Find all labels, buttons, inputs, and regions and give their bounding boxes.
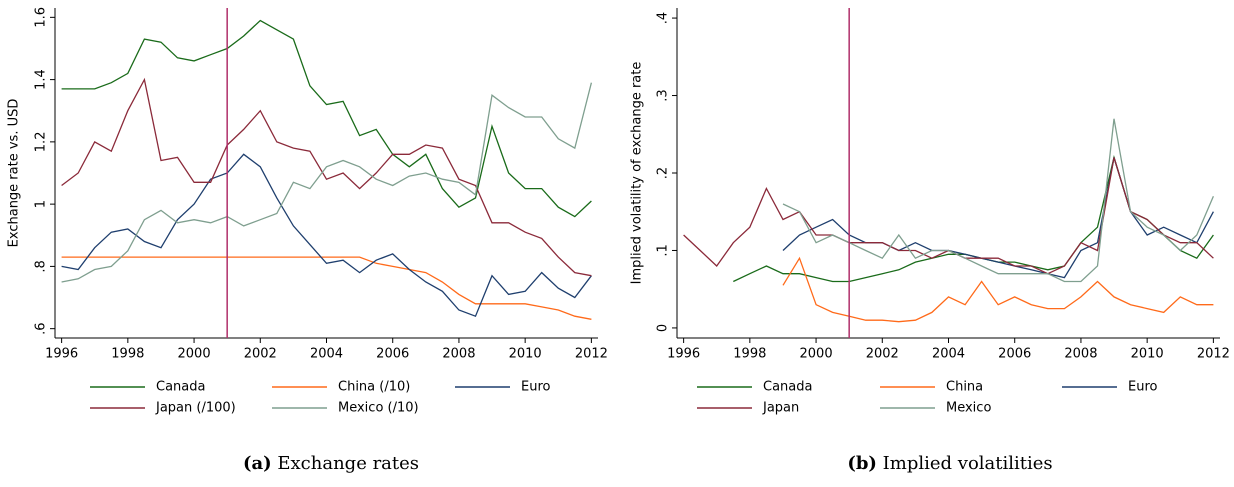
x-tick-label: 2010 [1131, 347, 1164, 362]
y-tick-label: .6 [34, 322, 49, 334]
series-line [782, 118, 1214, 283]
series-line [61, 77, 592, 277]
series-line [61, 82, 593, 283]
y-axis-title: Implied volatility of exchange rate [630, 62, 645, 285]
x-tick-label: 2012 [575, 347, 608, 362]
x-tick-label: 1996 [667, 347, 700, 362]
caption: (a) Exchange rates [243, 453, 419, 474]
series-line [61, 19, 592, 218]
caption-label: (a) [243, 453, 272, 474]
y-tick-label: .8 [34, 260, 49, 272]
caption-text: Exchange rates [277, 453, 419, 474]
legend-label: Japan (/100) [155, 401, 236, 416]
y-tick-label: 1 [34, 200, 49, 208]
y-tick-label: .1 [656, 244, 671, 256]
x-tick-label: 2002 [244, 347, 277, 362]
x-tick-label: 2004 [310, 347, 343, 362]
y-tick-label: .3 [656, 89, 671, 101]
caption-label: (b) [847, 453, 877, 474]
series-line [61, 256, 592, 320]
y-axis-title: Exchange rate vs. USD [7, 99, 22, 248]
legend-label: Euro [521, 380, 551, 395]
x-tick-label: 2006 [376, 347, 409, 362]
legend-label: China (/10) [338, 380, 410, 395]
x-tick-label: 2004 [932, 347, 965, 362]
x-tick-label: 1996 [45, 347, 78, 362]
legend-label: China [946, 380, 983, 395]
series-line [782, 256, 1214, 323]
caption: (b) Implied volatilities [847, 453, 1052, 474]
legend-label: Canada [156, 380, 205, 395]
y-tick-label: 1.6 [34, 7, 49, 28]
y-tick-label: 0 [656, 324, 671, 332]
legend-label: Euro [1128, 380, 1158, 395]
caption-text: Implied volatilities [883, 453, 1053, 474]
x-tick-label: 1998 [733, 347, 766, 362]
legend-label: Japan [762, 401, 799, 416]
series-line [61, 153, 592, 318]
x-tick-label: 2008 [442, 347, 475, 362]
y-tick-label: .2 [656, 167, 671, 179]
x-tick-label: 2000 [800, 347, 833, 362]
x-tick-label: 2006 [998, 347, 1031, 362]
x-tick-label: 2002 [866, 347, 899, 362]
y-tick-label: .4 [656, 12, 671, 24]
x-tick-label: 2008 [1064, 347, 1097, 362]
y-tick-label: 1.2 [34, 132, 49, 153]
legend-label: Mexico [946, 401, 991, 416]
x-tick-label: 2010 [509, 347, 542, 362]
x-tick-label: 2000 [178, 347, 211, 362]
x-tick-label: 2012 [1197, 347, 1230, 362]
y-tick-label: 1.4 [34, 69, 49, 90]
series-line [782, 157, 1214, 279]
legend-label: Canada [763, 380, 812, 395]
legend-label: Mexico (/10) [338, 401, 419, 416]
x-tick-label: 1998 [111, 347, 144, 362]
